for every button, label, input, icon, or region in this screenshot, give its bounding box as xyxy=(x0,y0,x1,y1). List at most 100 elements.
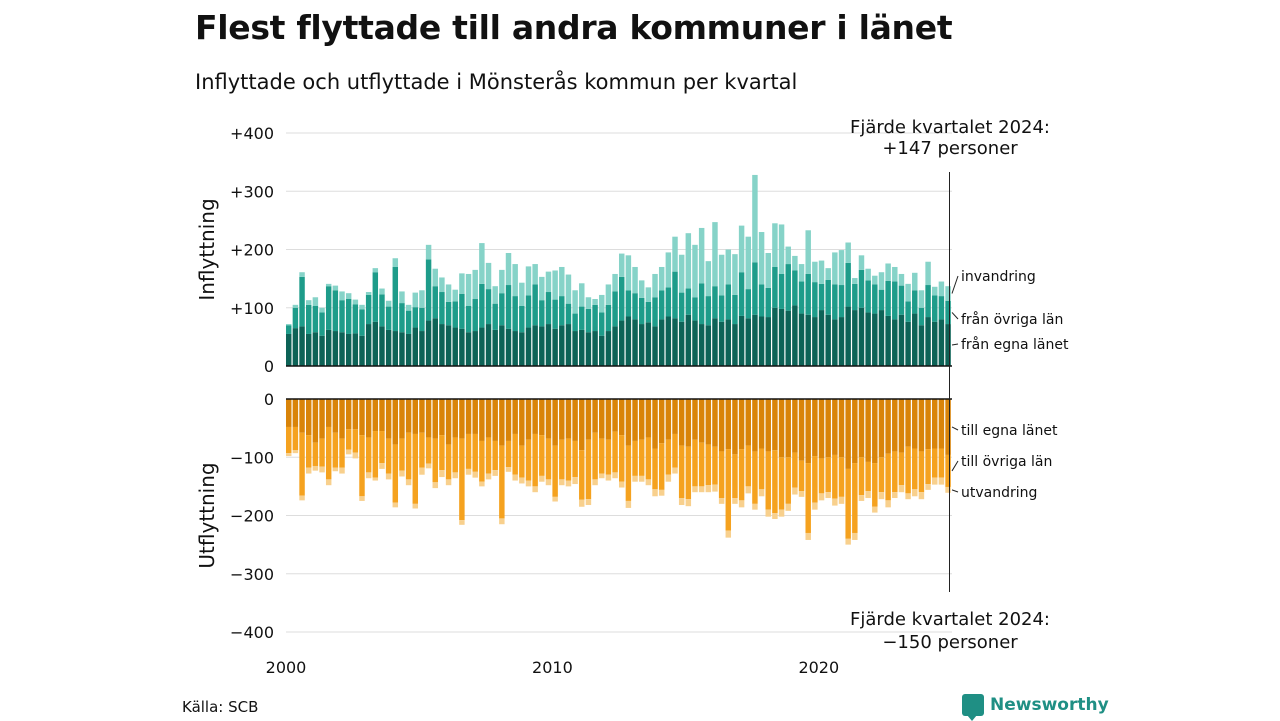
bar-inflow-segment xyxy=(619,320,625,366)
bar-inflow-segment xyxy=(492,329,498,366)
bar-inflow-segment xyxy=(365,324,372,366)
bar-inflow-segment xyxy=(772,266,778,308)
brand-name: Newsworthy xyxy=(990,695,1109,715)
bar-outflow-segment xyxy=(385,399,392,439)
y-tick-label-inflow: 0 xyxy=(264,357,274,376)
bar-inflow-segment xyxy=(798,313,805,366)
bar-outflow-segment xyxy=(365,399,372,438)
bar-inflow-segment xyxy=(459,293,465,329)
bar-outflow-segment xyxy=(399,438,405,471)
bar-outflow-segment xyxy=(898,452,905,486)
bar-outflow-segment xyxy=(692,439,698,487)
bar-inflow-segment xyxy=(858,269,865,308)
legend-outflow-leader-line xyxy=(951,460,959,472)
bar-inflow-segment xyxy=(459,328,465,366)
bar-outflow-segment xyxy=(372,399,379,432)
bar-outflow-segment xyxy=(898,399,905,453)
bar-outflow-segment xyxy=(539,435,545,476)
bar-outflow-segment xyxy=(785,399,791,458)
bar-inflow-segment xyxy=(452,327,458,366)
bar-outflow-segment xyxy=(499,445,505,519)
bar-inflow-segment xyxy=(572,331,578,366)
bar-outflow-segment xyxy=(912,489,918,497)
bar-outflow-segment xyxy=(419,399,425,433)
bar-outflow-segment xyxy=(638,475,645,482)
bar-outflow-segment xyxy=(685,399,692,447)
bar-outflow-segment xyxy=(519,399,525,446)
bar-outflow-segment xyxy=(286,399,292,427)
bar-inflow-segment xyxy=(579,283,585,307)
bar-inflow-segment xyxy=(539,276,545,301)
bar-outflow-segment xyxy=(519,445,525,478)
bar-inflow-segment xyxy=(825,314,831,366)
bar-inflow-segment xyxy=(665,287,672,317)
bar-outflow-segment xyxy=(525,480,532,487)
bar-outflow-segment xyxy=(885,399,891,454)
bar-outflow-segment xyxy=(765,509,771,517)
bar-outflow-segment xyxy=(325,399,332,427)
bar-outflow-segment xyxy=(632,399,638,441)
y-tick-label-inflow: +100 xyxy=(230,299,274,318)
bar-inflow-segment xyxy=(372,268,379,273)
bar-outflow-segment xyxy=(365,472,372,479)
bar-inflow-segment xyxy=(319,312,325,336)
bar-outflow-segment xyxy=(305,467,312,474)
bar-inflow-segment xyxy=(845,306,851,366)
bar-inflow-segment xyxy=(312,306,319,333)
y-tick-label-inflow: +400 xyxy=(230,124,274,143)
x-tick-label: 2000 xyxy=(266,658,307,677)
bar-inflow-segment xyxy=(758,316,765,366)
bar-inflow-segment xyxy=(758,284,765,317)
bar-outflow-segment xyxy=(412,399,418,434)
bar-inflow-segment xyxy=(632,319,638,366)
bar-outflow-segment xyxy=(858,457,865,496)
bar-outflow-segment xyxy=(545,399,552,439)
bar-inflow-segment xyxy=(638,324,645,366)
bar-inflow-segment xyxy=(352,299,359,305)
bar-inflow-segment xyxy=(758,232,765,285)
bar-inflow-segment xyxy=(892,266,898,282)
bar-outflow-segment xyxy=(392,444,399,503)
bar-outflow-segment xyxy=(345,449,352,455)
bar-outflow-segment xyxy=(825,457,831,493)
bar-inflow-segment xyxy=(738,315,745,366)
bar-outflow-segment xyxy=(818,493,825,501)
bar-outflow-segment xyxy=(718,498,725,504)
bar-inflow-segment xyxy=(599,312,605,336)
bar-inflow-segment xyxy=(512,296,518,332)
bar-inflow-segment xyxy=(692,297,698,321)
bar-outflow-segment xyxy=(405,399,412,433)
source-note: Källa: SCB xyxy=(182,698,259,716)
bar-outflow-segment xyxy=(439,399,445,436)
bar-inflow-segment xyxy=(499,269,505,294)
bar-inflow-segment xyxy=(752,174,758,263)
bar-outflow-segment xyxy=(932,399,938,449)
y-tick-label-inflow: +200 xyxy=(230,241,274,260)
bar-outflow-segment xyxy=(945,399,951,455)
bar-outflow-segment xyxy=(599,438,605,474)
bar-inflow-segment xyxy=(945,300,951,325)
bar-outflow-segment xyxy=(858,495,865,501)
bar-outflow-segment xyxy=(865,461,871,492)
bar-inflow-segment xyxy=(705,325,712,366)
legend-outflow-leader-line xyxy=(951,489,959,493)
bar-inflow-segment xyxy=(519,282,525,307)
bar-inflow-segment xyxy=(638,280,645,298)
bar-inflow-segment xyxy=(399,291,405,304)
x-tick-label: 2020 xyxy=(798,658,839,677)
bar-outflow-segment xyxy=(552,496,558,502)
bar-inflow-segment xyxy=(732,294,738,325)
bar-outflow-segment xyxy=(625,500,632,508)
bar-inflow-segment xyxy=(479,327,485,366)
bar-outflow-segment xyxy=(459,520,465,525)
bar-inflow-segment xyxy=(412,292,418,308)
legend-inflow-label: från övriga län xyxy=(961,311,1063,328)
bar-outflow-segment xyxy=(872,506,878,513)
bar-inflow-segment xyxy=(785,264,791,311)
bar-inflow-segment xyxy=(505,252,512,286)
bar-outflow-segment xyxy=(725,530,732,538)
bar-inflow-segment xyxy=(612,273,618,292)
bar-inflow-segment xyxy=(745,236,751,290)
bar-outflow-segment xyxy=(892,492,898,499)
bar-outflow-segment xyxy=(425,399,432,438)
